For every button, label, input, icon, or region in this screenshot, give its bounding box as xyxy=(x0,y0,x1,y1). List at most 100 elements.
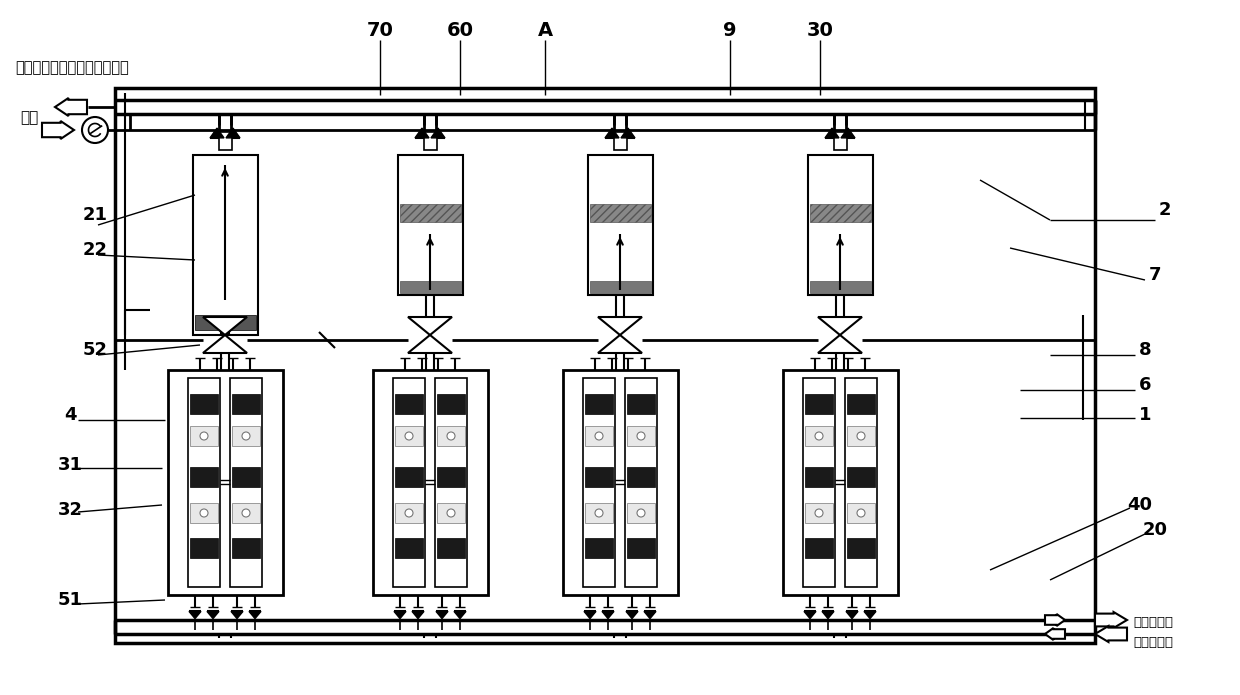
Text: 2: 2 xyxy=(1158,201,1172,219)
Polygon shape xyxy=(605,128,619,138)
Circle shape xyxy=(242,432,250,440)
Polygon shape xyxy=(210,128,224,138)
Polygon shape xyxy=(1095,612,1127,628)
Circle shape xyxy=(595,509,603,517)
Text: 增压后的海水进入反渗透系统: 增压后的海水进入反渗透系统 xyxy=(15,60,129,76)
Polygon shape xyxy=(436,612,448,619)
Bar xyxy=(190,538,218,558)
Text: 4: 4 xyxy=(63,406,76,424)
Text: 22: 22 xyxy=(83,241,108,259)
Bar xyxy=(436,503,465,523)
Bar xyxy=(585,467,613,487)
Polygon shape xyxy=(644,612,656,619)
Polygon shape xyxy=(226,128,241,138)
Circle shape xyxy=(405,509,413,517)
Text: 6: 6 xyxy=(1138,376,1151,394)
Polygon shape xyxy=(822,612,835,619)
Bar xyxy=(401,204,461,222)
Polygon shape xyxy=(584,612,596,619)
Circle shape xyxy=(595,432,603,440)
Polygon shape xyxy=(394,612,405,619)
Bar xyxy=(588,155,653,295)
Bar xyxy=(835,132,847,150)
Bar xyxy=(847,467,875,487)
Bar xyxy=(435,378,467,587)
Circle shape xyxy=(637,432,645,440)
Circle shape xyxy=(637,509,645,517)
Bar xyxy=(627,538,655,558)
Bar xyxy=(188,378,219,587)
Bar xyxy=(585,503,613,523)
Polygon shape xyxy=(188,612,201,619)
Bar xyxy=(229,378,262,587)
Bar xyxy=(627,503,655,523)
Polygon shape xyxy=(818,317,862,335)
Bar xyxy=(232,426,260,446)
Bar xyxy=(847,503,875,523)
Circle shape xyxy=(82,117,108,143)
Bar xyxy=(219,132,232,150)
Polygon shape xyxy=(432,128,445,138)
Polygon shape xyxy=(626,612,639,619)
Polygon shape xyxy=(249,612,260,619)
Text: 52: 52 xyxy=(83,341,108,359)
Bar xyxy=(396,426,423,446)
Polygon shape xyxy=(412,612,424,619)
Bar xyxy=(232,538,260,558)
Circle shape xyxy=(446,432,455,440)
Polygon shape xyxy=(1045,628,1065,640)
Polygon shape xyxy=(841,128,856,138)
Polygon shape xyxy=(621,128,635,138)
Bar xyxy=(393,378,425,587)
Bar xyxy=(232,394,260,414)
Bar xyxy=(810,281,870,293)
Polygon shape xyxy=(598,335,642,353)
Text: 40: 40 xyxy=(1127,496,1152,514)
Polygon shape xyxy=(598,317,642,335)
Bar xyxy=(373,370,489,595)
Polygon shape xyxy=(1045,614,1065,626)
Bar xyxy=(805,538,833,558)
Text: 9: 9 xyxy=(723,20,737,40)
Bar xyxy=(115,88,1095,643)
Bar xyxy=(844,378,877,587)
Bar xyxy=(396,503,423,523)
Bar xyxy=(398,155,463,295)
Bar xyxy=(847,394,875,414)
Text: 32: 32 xyxy=(57,501,83,519)
Bar xyxy=(193,155,258,335)
Bar xyxy=(583,378,615,587)
Bar xyxy=(585,394,613,414)
Bar xyxy=(590,204,651,222)
Circle shape xyxy=(857,509,866,517)
Polygon shape xyxy=(203,317,247,335)
Polygon shape xyxy=(408,317,453,335)
Polygon shape xyxy=(415,128,429,138)
Polygon shape xyxy=(207,612,219,619)
Bar xyxy=(805,394,833,414)
Bar xyxy=(167,370,283,595)
Circle shape xyxy=(405,432,413,440)
Bar xyxy=(805,426,833,446)
Circle shape xyxy=(815,509,823,517)
Polygon shape xyxy=(42,121,74,139)
Bar xyxy=(627,426,655,446)
Bar xyxy=(808,155,873,295)
Circle shape xyxy=(242,509,250,517)
Text: 30: 30 xyxy=(806,20,833,40)
Polygon shape xyxy=(408,335,453,353)
Polygon shape xyxy=(846,612,858,619)
Text: 1: 1 xyxy=(1138,406,1151,424)
Bar xyxy=(810,204,870,222)
Text: 无压浓盐水: 无压浓盐水 xyxy=(1133,616,1173,628)
Bar xyxy=(804,378,835,587)
Bar xyxy=(782,370,898,595)
Bar xyxy=(401,281,461,293)
Polygon shape xyxy=(55,98,87,116)
Bar xyxy=(627,394,655,414)
Bar xyxy=(232,503,260,523)
Text: 31: 31 xyxy=(57,456,83,474)
Bar xyxy=(190,503,218,523)
Text: 51: 51 xyxy=(57,591,83,609)
Bar xyxy=(232,467,260,487)
